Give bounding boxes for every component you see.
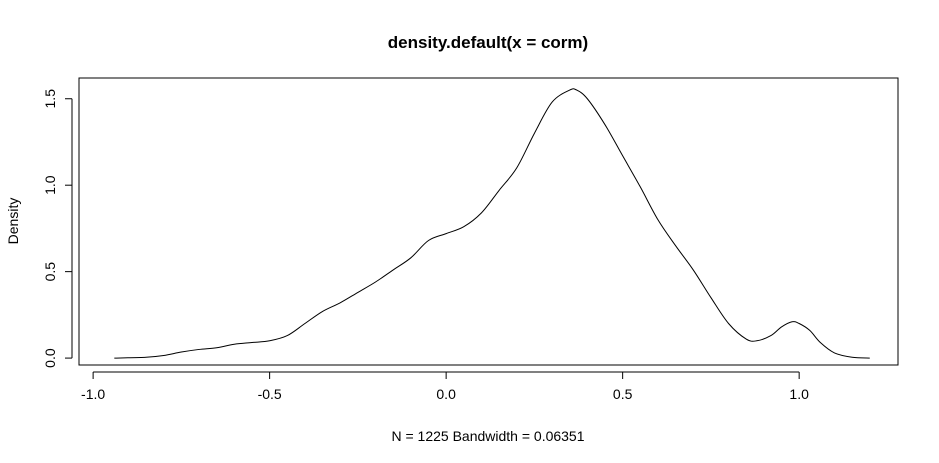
x-axis-label: N = 1225 Bandwidth = 0.06351 [391, 428, 584, 444]
y-tick-label: 1.5 [42, 89, 58, 109]
x-tick-label: 0.5 [613, 386, 633, 402]
y-axis: 0.0 0.5 1.0 1.5 [42, 89, 73, 368]
y-axis-label: Density [5, 198, 21, 245]
y-tick-label: 1.0 [42, 175, 58, 195]
x-tick-label: -1.0 [81, 386, 105, 402]
x-tick-label: -0.5 [258, 386, 282, 402]
density-line [114, 88, 870, 359]
x-axis: -1.0 -0.5 0.0 0.5 1.0 [81, 371, 809, 402]
chart-title: density.default(x = corm) [388, 33, 588, 52]
x-tick-label: 0.0 [436, 386, 456, 402]
plot-frame [78, 77, 899, 366]
y-tick-label: 0.0 [42, 348, 58, 368]
x-tick-label: 1.0 [789, 386, 809, 402]
y-tick-label: 0.5 [42, 262, 58, 282]
